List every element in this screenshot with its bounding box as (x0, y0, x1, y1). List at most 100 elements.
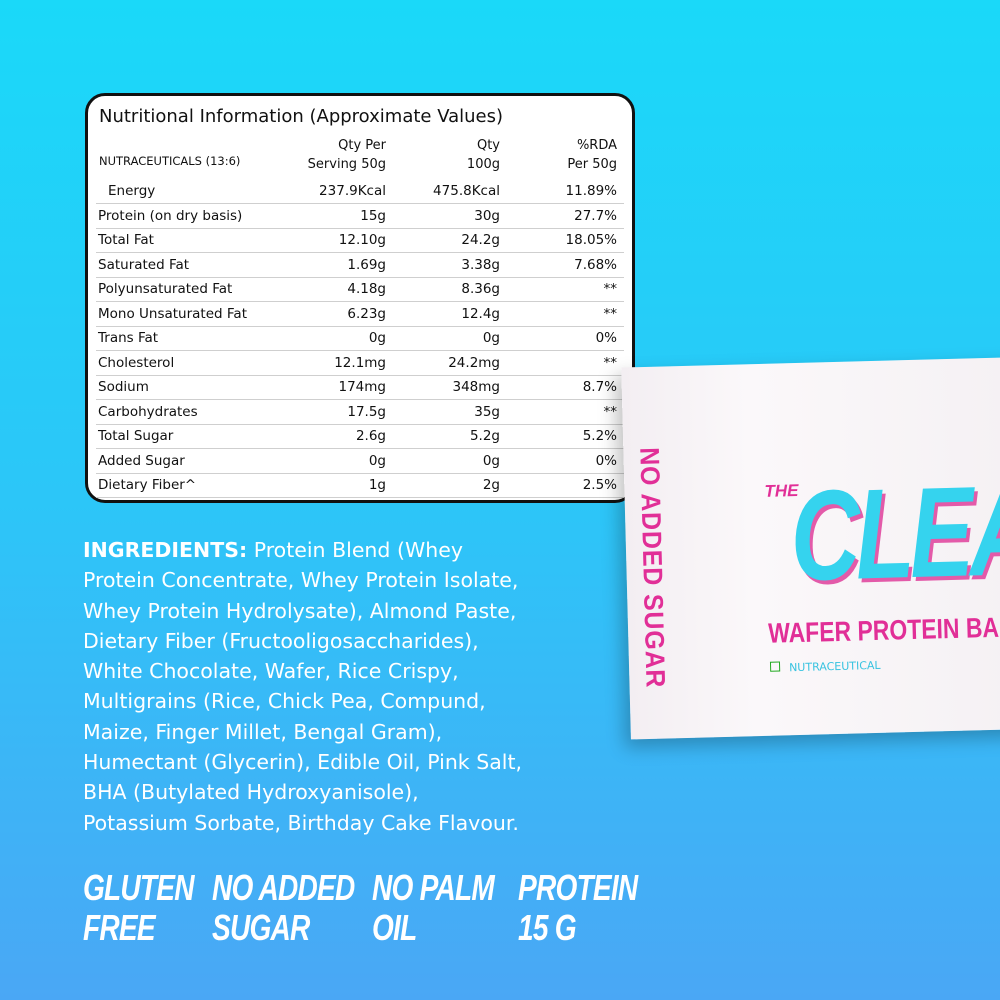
ingredient-text: Whey Protein Hydrolysate), Almond Paste, (83, 598, 517, 623)
row-value: ** (603, 281, 618, 297)
row-value: 3.38g (461, 256, 500, 273)
ingredient-text: Dietary Fiber (Fructooligosaccharides), (83, 628, 479, 653)
ingredient-line: Dietary Fiber (Fructooligosaccharides), (83, 626, 522, 656)
table-row: Total Fat 12.10g 24.2g 18.05% (96, 228, 624, 253)
ingredient-text: Potassium Sorbate, Birthday Cake Flavour… (83, 810, 519, 835)
row-value: 8.36g (461, 281, 500, 297)
ingredients-label: INGREDIENTS: (83, 538, 248, 562)
row-value: 5.2% (582, 428, 617, 444)
badge-line: NO PALM (372, 867, 495, 908)
column-header: Qty Per Serving 50g (308, 136, 386, 174)
row-value: ** (603, 403, 618, 420)
row-value: 237.9Kcal (319, 183, 386, 199)
ingredient-line: BHA (Butylated Hydroxyanisole), (83, 777, 522, 807)
table-row: Added Sugar 0g 0g 0% (96, 449, 624, 474)
badge: PROTEIN 15 G (518, 867, 638, 948)
brand-name: CLEA (788, 458, 1000, 609)
ingredient-line: INGREDIENTS: Protein Blend (Whey (83, 535, 522, 565)
ingredient-text: Maize, Finger Millet, Bengal Gram), (83, 719, 443, 744)
badge: NO ADDED SUGAR (212, 868, 355, 948)
badge-line: SUGAR (212, 907, 310, 948)
row-value: 12.10g (338, 232, 386, 248)
badge-line: OIL (372, 907, 417, 948)
ingredient-line: White Chocolate, Wafer, Rice Crispy, (83, 656, 522, 686)
table-row: Saturated Fat 1.69g 3.38g 7.68% (96, 253, 624, 278)
table-row: Mono Unsaturated Fat 6.23g 12.4g ** (96, 302, 624, 327)
header-line: NUTRACEUTICALS (13:6) (99, 154, 241, 168)
table-row: Dietary Fiber^ 1g 2g 2.5% (96, 473, 624, 498)
row-value: 0% (595, 330, 617, 346)
header-line: Serving 50g (307, 157, 386, 172)
row-label: Added Sugar (98, 452, 185, 469)
row-value: 27.7% (574, 207, 617, 224)
ingredient-text: BHA (Butylated Hydroxyanisole), (83, 780, 419, 805)
product-subtitle: WAFER PROTEIN BA (767, 611, 1000, 649)
badge: GLUTEN FREE (83, 867, 195, 948)
row-label: Sodium (98, 379, 149, 395)
table-row: Cholesterol 12.1mg 24.2mg ** (96, 351, 624, 376)
badge-line: FREE (83, 907, 156, 948)
row-value: 4.18g (347, 281, 386, 297)
row-value: 0g (368, 330, 386, 346)
ingredient-line: Protein Concentrate, Whey Protein Isolat… (83, 565, 522, 595)
ingredient-text: Protein Blend (Whey (253, 538, 463, 562)
row-value: ** (603, 305, 618, 322)
ingredient-text: Humectant (Glycerin), Edible Oil, Pink S… (83, 750, 523, 775)
row-value: 2.6g (355, 428, 386, 444)
row-value: 30g (474, 207, 500, 224)
badge-line: PROTEIN (518, 867, 638, 908)
row-value: 1g (368, 477, 386, 493)
table-row: Energy 237.9Kcal 475.8Kcal 11.89% (96, 179, 624, 204)
ingredient-line: Whey Protein Hydrolysate), Almond Paste, (83, 596, 522, 626)
header-line: 100g (466, 157, 500, 172)
header-line: %RDA (576, 138, 617, 153)
table-row: Sodium 174mg 348mg 8.7% (96, 375, 624, 400)
row-value: 12.4g (461, 305, 500, 322)
row-value: 1.69g (347, 256, 386, 273)
row-label: Energy (108, 183, 156, 199)
row-label: Mono Unsaturated Fat (98, 305, 247, 322)
row-label: Saturated Fat (98, 256, 190, 273)
ingredient-line: Humectant (Glycerin), Edible Oil, Pink S… (83, 747, 522, 777)
badge-line: 15 G (518, 907, 577, 948)
row-value: 0g (482, 330, 500, 346)
column-header: Qty 100g (467, 136, 500, 174)
row-value: 15g (360, 207, 386, 224)
table-row: Polyunsaturated Fat 4.18g 8.36g ** (96, 277, 624, 302)
header-line: Per 50g (567, 157, 617, 172)
product-wrapper: NO ADDED SUGAR THE CLEA WAFER PROTEIN BA… (621, 356, 1000, 740)
table-row: Total Sugar 2.6g 5.2g 5.2% (96, 424, 624, 449)
row-label: Carbohydrates (98, 403, 198, 420)
side-text: NO ADDED SUGAR (634, 446, 671, 689)
row-label: Trans Fat (98, 330, 159, 346)
column-header: NUTRACEUTICALS (13:6) (99, 152, 240, 171)
row-value: 6.23g (347, 305, 386, 322)
row-value: 2.5% (582, 477, 617, 493)
ingredient-text: White Chocolate, Wafer, Rice Crispy, (83, 659, 459, 684)
product-tag: NUTRACEUTICAL (788, 658, 881, 675)
row-value: ** (603, 354, 618, 371)
row-value: 2g (482, 477, 500, 493)
ingredient-line: Maize, Finger Millet, Bengal Gram), (83, 717, 522, 747)
row-value: 17.5g (347, 403, 386, 420)
row-value: 35g (474, 403, 500, 420)
badge-line: GLUTEN (83, 867, 195, 908)
row-label: Total Sugar (98, 428, 174, 444)
nutrition-table: Nutritional Information (Approximate Val… (85, 93, 635, 503)
row-value: 174mg (338, 379, 387, 395)
row-label: Cholesterol (98, 354, 175, 371)
veg-mark (769, 661, 781, 672)
header-line: Qty Per (338, 138, 386, 153)
table-row: Protein (on dry basis) 15g 30g 27.7% (96, 204, 624, 229)
row-label: Total Fat (98, 232, 154, 248)
table-row: Carbohydrates 17.5g 35g ** (96, 400, 624, 425)
header-line: Qty (476, 138, 500, 153)
row-value: 0g (368, 452, 386, 469)
row-value: 7.68% (574, 256, 617, 273)
row-label: Dietary Fiber^ (98, 477, 197, 493)
row-label: Protein (on dry basis) (98, 207, 243, 224)
row-value: 18.05% (565, 232, 617, 248)
column-header: %RDA Per 50g (567, 136, 617, 174)
row-value: 0% (595, 452, 617, 469)
